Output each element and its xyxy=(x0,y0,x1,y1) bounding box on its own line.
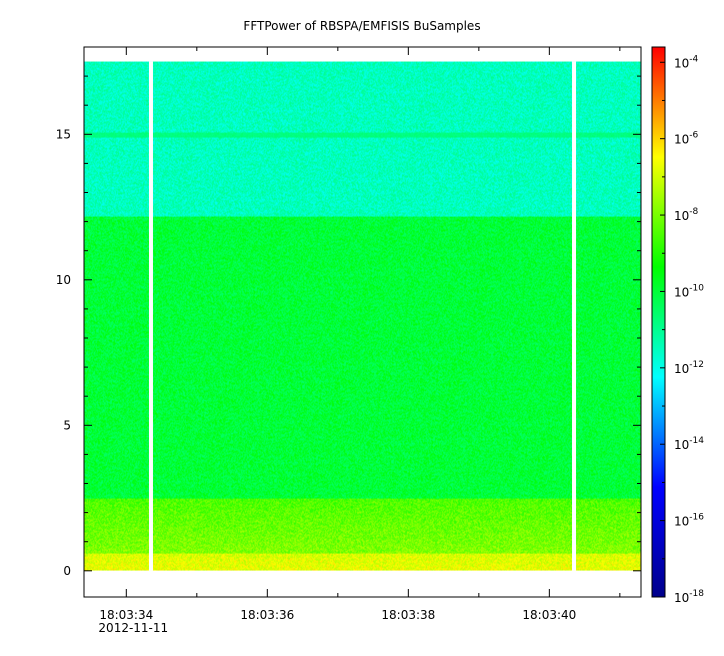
x-tick-label-2: 18:03:36 xyxy=(240,608,294,622)
colorbar-tick-label-4: 10-10 xyxy=(674,283,704,299)
x-tick-label-4: 18:03:40 xyxy=(522,608,576,622)
colorbar-tick-label-6: 10-14 xyxy=(674,436,704,452)
chart-title: FFTPower of RBSPA/EMFISIS BuSamples xyxy=(243,19,480,33)
y-tick-label-1: 0 xyxy=(63,564,71,578)
colorbar: 10-4 10-6 10-8 10-10 10-12 10-14 10-16 10-18 xyxy=(651,46,704,605)
colorbar-gradient xyxy=(651,46,666,598)
y-tick-label-2: 5 xyxy=(63,418,71,432)
spectrogram-image xyxy=(84,61,641,571)
x-tick-label-3: 18:03:38 xyxy=(381,608,435,622)
data-gap-2 xyxy=(572,61,577,571)
x-tick-date-label: 2012-11-11 xyxy=(98,621,168,635)
colorbar-tick-label-7: 10-16 xyxy=(674,513,704,529)
colorbar-tick-label-2: 10-6 xyxy=(674,131,699,147)
colorbar-tick-label-5: 10-12 xyxy=(674,360,704,376)
plot-frame xyxy=(83,46,642,598)
y-tick-label-3: 10 xyxy=(56,273,71,287)
y-tick-label-4: 15 xyxy=(56,127,71,141)
data-gap-1 xyxy=(148,61,153,571)
x-tick-label-1: 18:03:34 xyxy=(99,608,153,622)
colorbar-tick-label-8: 10-18 xyxy=(674,589,704,605)
spectrogram-plot xyxy=(84,61,641,571)
colorbar-tick-label-1: 10-4 xyxy=(674,54,699,70)
colorbar-tick-label-3: 10-8 xyxy=(674,207,699,223)
y-axis: 0 5 10 15 xyxy=(56,46,641,578)
